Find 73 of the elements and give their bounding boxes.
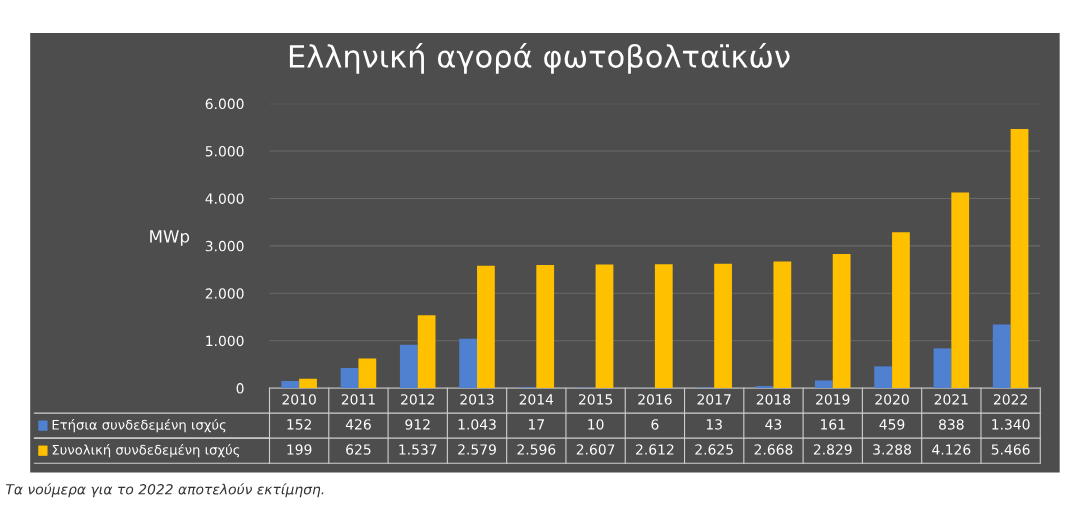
data-label: 161 <box>821 419 845 430</box>
data-label: 459 <box>879 419 905 430</box>
bar <box>773 261 792 389</box>
data-label: 199 <box>287 444 312 455</box>
y-tick-label: 5.000 <box>205 146 244 157</box>
legend-label: Ετήσια συνδεδεμένη ισχύς <box>52 419 226 433</box>
bar <box>714 263 732 389</box>
x-tick-label: 2017 <box>697 394 731 405</box>
bar <box>536 265 555 389</box>
data-label: 2.625 <box>695 444 733 455</box>
data-label: 2.612 <box>636 444 674 455</box>
chart-title: Ελληνική αγορά φωτοβολταϊκών <box>289 43 790 74</box>
bar <box>477 265 495 389</box>
x-tick-label: 2011 <box>341 394 375 405</box>
data-label: 2.829 <box>813 444 852 455</box>
y-axis-title: MWp <box>150 230 190 246</box>
bar <box>299 378 317 389</box>
data-label: 426 <box>345 419 371 430</box>
bar <box>417 315 436 389</box>
bar <box>892 232 910 389</box>
y-tick-label: 4.000 <box>205 193 244 204</box>
bar <box>933 348 952 389</box>
bar <box>814 380 833 389</box>
data-label: 1.537 <box>399 444 437 455</box>
x-tick-label: 2018 <box>756 394 791 405</box>
bar <box>992 324 1011 389</box>
data-label: 912 <box>405 419 430 430</box>
data-label: 5.466 <box>991 444 1030 455</box>
data-label: 1.340 <box>992 419 1030 430</box>
data-label: 3.288 <box>873 444 911 455</box>
legend-label: Συνολική συνδεδεμένη ισχύς <box>52 444 240 458</box>
bar <box>281 380 300 389</box>
data-label: 10 <box>588 419 604 430</box>
data-label: 6 <box>651 419 659 430</box>
bar <box>951 192 970 389</box>
data-label: 1.043 <box>458 419 496 430</box>
data-label: 2.579 <box>458 444 496 455</box>
data-label: 2.596 <box>517 444 556 455</box>
bar <box>654 264 673 389</box>
x-tick-label: 2016 <box>638 394 672 405</box>
x-tick-label: 2013 <box>460 394 494 405</box>
x-tick-label: 2010 <box>282 394 316 405</box>
data-label: 43 <box>765 419 782 430</box>
bar <box>755 386 774 389</box>
data-label: 838 <box>939 419 964 430</box>
x-tick-label: 2012 <box>401 394 435 405</box>
bar <box>595 264 614 389</box>
data-label: 2.668 <box>754 444 793 455</box>
y-tick-label: 0 <box>236 383 244 394</box>
x-tick-label: 2022 <box>993 394 1027 405</box>
x-tick-label: 2021 <box>934 394 968 405</box>
y-tick-label: 6.000 <box>205 98 244 110</box>
text: Τα νούμερα για το 2022 αποτελούν εκτίμηση. <box>5 483 324 498</box>
x-tick-label: 2014 <box>519 394 554 405</box>
data-label: 625 <box>346 444 371 455</box>
data-label: 152 <box>287 419 312 430</box>
bar <box>358 358 377 389</box>
bar <box>459 338 478 389</box>
data-label: 2.607 <box>576 444 615 455</box>
y-tick-label: 3.000 <box>205 240 244 252</box>
bar <box>1010 128 1029 389</box>
y-tick-label: 2.000 <box>205 288 244 299</box>
bar <box>832 253 851 389</box>
data-label: 17 <box>528 419 544 430</box>
bar <box>340 367 359 389</box>
data-label: 4.126 <box>932 444 971 455</box>
x-tick-label: 2020 <box>875 394 909 405</box>
data-label: 13 <box>706 419 722 430</box>
bar <box>874 366 893 389</box>
x-tick-label: 2015 <box>578 394 613 405</box>
y-tick-label: 1.000 <box>206 335 244 347</box>
bar <box>399 344 418 389</box>
x-tick-label: 2019 <box>816 394 850 405</box>
